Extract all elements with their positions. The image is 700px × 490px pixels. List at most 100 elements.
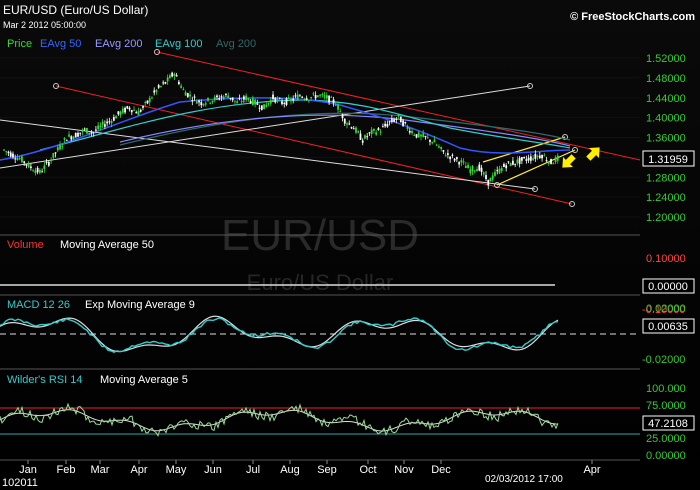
rsi-tick-0: 0.00000 <box>646 450 686 462</box>
trendline-handle[interactable] <box>53 83 59 89</box>
price-candle <box>462 161 465 163</box>
price-candle <box>312 93 315 95</box>
price-candle <box>209 102 212 104</box>
price-candle <box>272 94 274 100</box>
ma-eavg-100 <box>39 99 571 151</box>
price-candle <box>536 155 539 157</box>
legend-eavg-200[interactable]: EAvg 200 <box>95 38 143 50</box>
price-candle <box>516 159 519 164</box>
trendline-handle[interactable] <box>527 83 533 89</box>
price-candle <box>184 92 187 96</box>
price-candle <box>21 156 23 163</box>
price-candle <box>334 104 337 106</box>
price-candle <box>45 161 48 163</box>
price-candle <box>285 98 288 105</box>
trendline-handle[interactable] <box>572 147 578 153</box>
price-candle <box>299 95 301 97</box>
price-candle <box>449 156 452 160</box>
trendline-handle[interactable] <box>532 186 538 192</box>
price-candle <box>227 95 230 99</box>
price-candle <box>494 172 496 176</box>
year-label: 102011 <box>2 477 38 489</box>
price-candle <box>153 90 156 93</box>
price-candle <box>110 121 113 124</box>
trendline-white-rising[interactable] <box>0 85 531 169</box>
price-candle <box>308 100 310 102</box>
trendline-handle[interactable] <box>154 49 160 55</box>
x-tick-label: Oct <box>359 464 376 476</box>
price-candle <box>7 151 10 154</box>
price-candle <box>92 132 95 134</box>
price-candle <box>263 104 265 110</box>
price-candle <box>222 96 225 100</box>
price-candle <box>108 121 111 123</box>
price-candle <box>406 126 409 130</box>
price-candle <box>323 95 326 97</box>
price-candle <box>290 98 292 102</box>
price-candle <box>529 156 532 161</box>
x-tick-label: Apr <box>583 464 600 476</box>
price-candle <box>554 157 557 163</box>
price-candle <box>319 94 322 96</box>
price-candle <box>124 107 126 113</box>
x-tick-label: Jun <box>204 464 222 476</box>
price-candle <box>352 128 355 130</box>
price-candle <box>473 170 476 172</box>
legend-eavg-50[interactable]: EAvg 50 <box>40 38 81 50</box>
volume-last-value-box <box>642 278 695 294</box>
price-candle <box>500 167 503 172</box>
price-candle <box>160 86 162 88</box>
price-candle <box>269 99 272 104</box>
price-candle <box>117 111 120 115</box>
chart-title: EUR/USD (Euro/US Dollar) <box>3 3 148 17</box>
trendline-white-falling[interactable] <box>0 119 536 190</box>
arrow-up-right-icon[interactable] <box>583 142 604 163</box>
price-candle <box>112 117 115 121</box>
price-candle <box>429 139 431 142</box>
price-candle <box>366 136 369 138</box>
price-candle <box>23 161 26 163</box>
annotation-arrows <box>557 142 604 172</box>
x-tick-label: Aug <box>280 464 300 476</box>
price-candle <box>316 95 319 98</box>
trendline-red-lower[interactable] <box>55 85 573 205</box>
legend-eavg-100[interactable]: EAvg 100 <box>155 38 203 50</box>
brand-label[interactable]: © FreeStockCharts.com <box>570 11 695 23</box>
price-candle <box>79 132 82 134</box>
rsi-tick-75: 75.0000 <box>646 400 686 412</box>
price-candle <box>294 95 297 97</box>
price-candle <box>364 135 366 139</box>
rsi-last-value: 47.2108 <box>648 418 688 430</box>
price-candle <box>61 146 64 148</box>
price-candle <box>41 171 44 173</box>
price-candle <box>155 89 158 92</box>
price-candle <box>281 101 283 105</box>
price-candle <box>151 97 153 99</box>
arrow-down-right-icon[interactable] <box>557 151 578 172</box>
legend-avg-200[interactable]: Avg 200 <box>216 38 256 50</box>
rsi-last-value-box <box>642 415 695 431</box>
price-candle <box>18 158 21 160</box>
price-candle <box>478 164 481 171</box>
price-candle <box>74 132 77 138</box>
channel-yellow-lower[interactable] <box>496 149 576 186</box>
ma-avg-200 <box>119 112 571 146</box>
price-candle <box>234 100 236 102</box>
price-candle <box>130 110 133 113</box>
legend-price[interactable]: Price <box>7 38 32 50</box>
price-candle <box>325 95 328 99</box>
x-tick-label: Mar <box>91 464 110 476</box>
price-candle <box>256 103 259 105</box>
price-candle <box>545 160 548 162</box>
price-tick-label: 1.24000 <box>646 192 686 204</box>
price-candle <box>106 121 109 124</box>
price-candle <box>455 157 458 160</box>
trendline-handle[interactable] <box>569 201 575 207</box>
price-candle <box>137 111 140 116</box>
trendline-handle[interactable] <box>562 134 568 140</box>
trendline-handle[interactable] <box>494 182 500 188</box>
price-candle <box>402 120 404 126</box>
price-candle <box>47 161 50 166</box>
date-readout: 02/03/2012 17:00 <box>485 474 563 485</box>
